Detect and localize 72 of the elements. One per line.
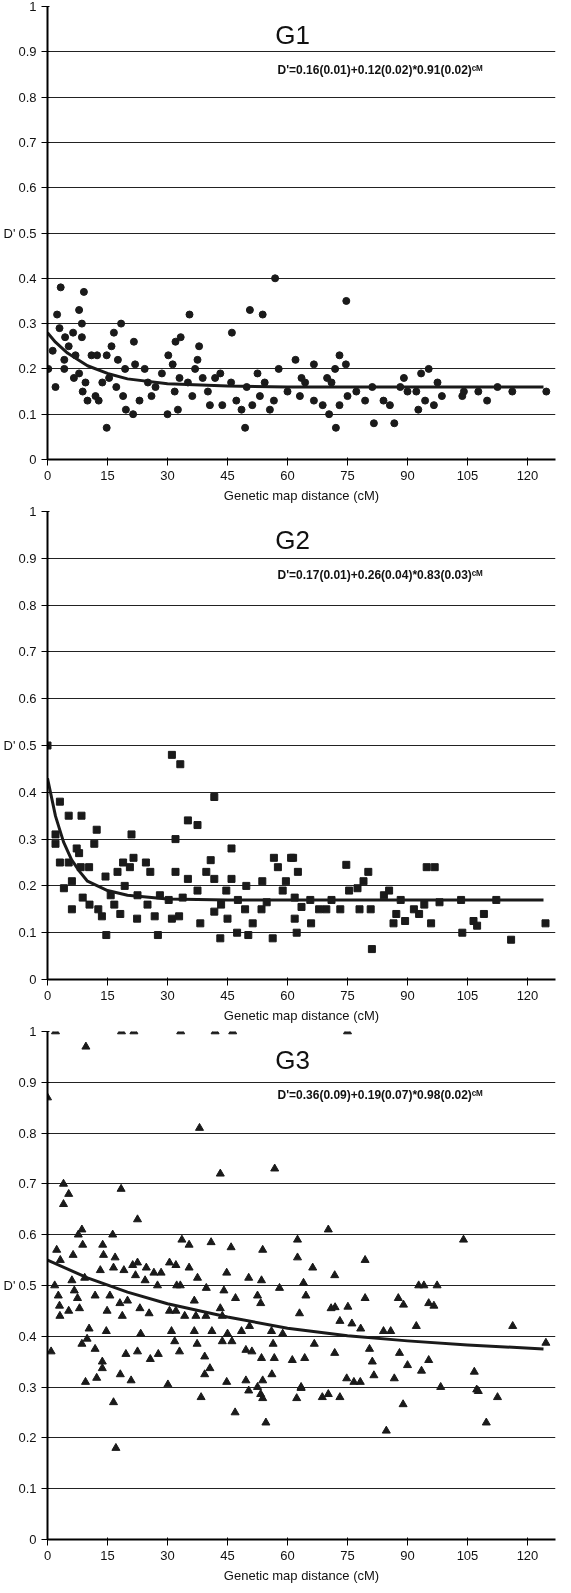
x-tick-label: 30 xyxy=(160,987,175,1003)
text: G1 xyxy=(275,19,310,50)
y-tick-label: 0.2 xyxy=(18,361,37,377)
y-tick-label: 0.2 xyxy=(18,1430,37,1446)
x-tick-label: 45 xyxy=(220,987,235,1003)
x-tick-label: 105 xyxy=(456,987,479,1003)
y-tick-label: 1 xyxy=(29,1024,37,1039)
y-axis-title: D' xyxy=(3,738,16,753)
y-tick-label: 0.6 xyxy=(18,691,37,707)
x-tick-label: 90 xyxy=(400,467,415,483)
x-tick-label: 30 xyxy=(160,467,175,483)
y-tick-label: 0.5 xyxy=(18,225,37,241)
x-axis-title: Genetic map distance (cM) xyxy=(223,1007,380,1023)
annotation: D'=0.36(0.09)+0.19(0.07)*0.98(0.02)ᶜᴹ xyxy=(277,1087,483,1102)
y-axis-title: D' xyxy=(3,1278,16,1293)
y-tick-label: 0.3 xyxy=(18,1379,37,1395)
x-axis-title: Genetic map distance (cM) xyxy=(223,487,380,503)
y-tick-label: 0.5 xyxy=(18,1278,37,1293)
x-tick-label: 15 xyxy=(100,467,115,483)
x-tick-label: 0 xyxy=(43,467,52,483)
x-tick-label: 120 xyxy=(516,987,539,1003)
y-tick-label: 0.1 xyxy=(18,406,37,422)
y-tick-label: 1 xyxy=(29,504,37,519)
x-tick-label: 30 xyxy=(160,1547,175,1563)
y-tick-label: 0.8 xyxy=(18,89,37,105)
y-tick-label: 0.4 xyxy=(18,784,37,800)
x-tick-label: 60 xyxy=(280,467,295,483)
x-tick-label: 45 xyxy=(220,1547,235,1563)
x-tick-label: 0 xyxy=(43,1547,52,1563)
y-tick-label: 0.9 xyxy=(18,550,37,566)
x-tick-label: 120 xyxy=(516,467,539,483)
x-tick-label: 75 xyxy=(340,1547,355,1563)
y-tick-label: 0 xyxy=(29,1532,37,1547)
y-tick-label: 0.9 xyxy=(18,44,37,60)
y-tick-label: 0.1 xyxy=(18,1481,37,1497)
x-tick-label: 45 xyxy=(220,467,235,483)
x-tick-label: 60 xyxy=(280,1547,295,1563)
annotation: D'=0.17(0.01)+0.26(0.04)*0.83(0.03)ᶜᴹ xyxy=(277,567,483,582)
y-tick-label: 0.4 xyxy=(18,1328,37,1344)
y-tick-label: 0.5 xyxy=(18,738,37,753)
y-tick-label: 0.6 xyxy=(18,180,37,196)
y-tick-label: 0.3 xyxy=(18,316,37,332)
y-tick-label: 1 xyxy=(29,0,37,14)
x-tick-label: 15 xyxy=(100,1547,115,1563)
y-tick-label: 0.7 xyxy=(18,134,37,150)
text: G2 xyxy=(275,524,310,555)
x-tick-label: 105 xyxy=(456,467,479,483)
y-tick-label: 0.1 xyxy=(18,925,37,941)
y-tick-label: 0 xyxy=(29,452,37,467)
y-tick-label: 0.3 xyxy=(18,831,37,847)
y-tick-label: 0.8 xyxy=(18,597,37,613)
x-tick-label: 75 xyxy=(340,467,355,483)
x-tick-label: 105 xyxy=(456,1547,479,1563)
x-tick-label: 0 xyxy=(43,987,52,1003)
x-tick-label: 60 xyxy=(280,987,295,1003)
annotation: D'=0.16(0.01)+0.12(0.02)*0.91(0.02)ᶜᴹ xyxy=(277,62,483,77)
y-tick-label: 0.2 xyxy=(18,878,37,894)
x-tick-label: 75 xyxy=(340,987,355,1003)
y-tick-label: 0.7 xyxy=(18,1176,37,1192)
y-tick-label: 0.7 xyxy=(18,644,37,660)
x-tick-label: 15 xyxy=(100,987,115,1003)
y-tick-label: 0.8 xyxy=(18,1125,37,1141)
x-tick-label: 90 xyxy=(400,1547,415,1563)
y-tick-label: 0.4 xyxy=(18,270,37,286)
y-tick-label: 0 xyxy=(29,972,37,987)
x-axis-title: Genetic map distance (cM) xyxy=(223,1567,380,1583)
y-axis-title: D' xyxy=(3,225,16,241)
x-tick-label: 90 xyxy=(400,987,415,1003)
y-tick-label: 0.9 xyxy=(18,1074,37,1090)
text: G3 xyxy=(275,1044,310,1075)
y-tick-label: 0.6 xyxy=(18,1227,37,1243)
x-tick-label: 120 xyxy=(516,1547,539,1563)
